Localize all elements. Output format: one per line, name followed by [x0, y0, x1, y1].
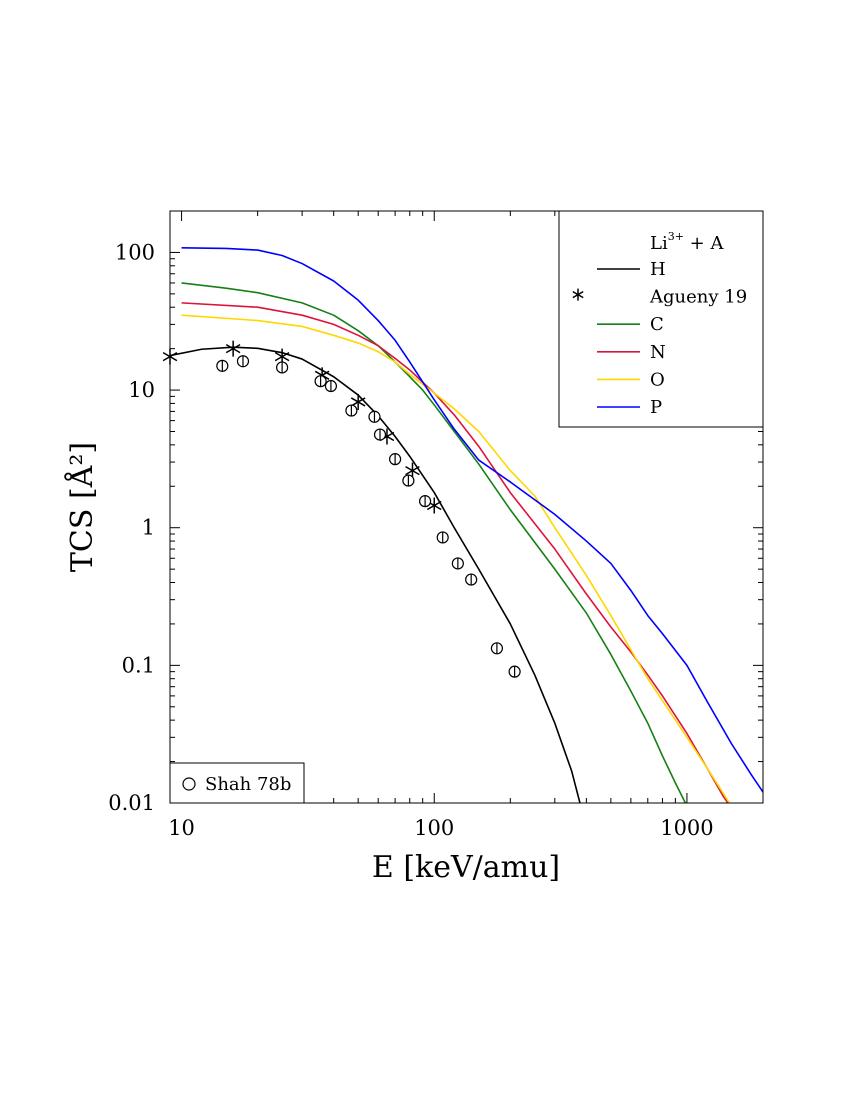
legend-label: P	[650, 397, 662, 418]
inset-legend-box	[169, 762, 305, 804]
data-point-agueny-19	[225, 340, 241, 357]
y-axis-title: TCS [Å²]	[64, 442, 100, 572]
data-point-agueny-19	[350, 393, 366, 410]
data-point-shah-78b	[216, 359, 229, 372]
data-point-shah-78b	[451, 557, 464, 570]
plot-frame	[169, 210, 764, 804]
data-point-shah-78b	[436, 531, 449, 544]
inset-legend-circle-marker	[182, 777, 196, 791]
data-point-shah-78b	[276, 361, 289, 374]
data-point-shah-78b	[314, 375, 327, 388]
series-line-c	[181, 282, 687, 803]
x-tick-label: 1000	[660, 816, 713, 840]
legend-label: Agueny 19	[649, 287, 747, 308]
data-point-shah-78b	[368, 410, 381, 423]
inset-legend-label: Shah 78b	[205, 774, 291, 795]
legend-title: Li3+ + A	[650, 230, 724, 254]
legend-box	[558, 210, 764, 428]
data-point-shah-78b	[465, 573, 478, 586]
y-tick-label: 100	[115, 240, 155, 264]
data-point-shah-78b	[373, 428, 387, 441]
legend-title-main: Li	[650, 233, 668, 254]
series-line-p	[181, 247, 763, 793]
legend-item-c: C	[597, 314, 664, 335]
legend-title-sup: 3+	[668, 230, 684, 243]
data-point-shah-78b	[418, 495, 432, 508]
series-line-o	[181, 314, 731, 803]
data-point-shah-78b	[490, 642, 504, 655]
legend-marker-star	[572, 288, 584, 301]
data-point-shah-78b	[508, 665, 521, 678]
legend-label: N	[650, 342, 666, 363]
marker-layer	[162, 340, 521, 678]
data-point-shah-78b	[324, 379, 338, 393]
legend-item-o: O	[597, 369, 665, 390]
legend-title-rest: + A	[684, 233, 725, 254]
legend-item-n: N	[597, 342, 666, 363]
tick-labels: 10 100 1000 0.01 0.1 1 10 100	[108, 240, 713, 840]
x-tick-label: 10	[168, 816, 195, 840]
x-tick-label: 100	[414, 816, 454, 840]
legend-label: O	[650, 369, 665, 390]
y-tick-label: 1	[142, 516, 155, 540]
data-point-shah-78b	[402, 474, 415, 487]
data-point-shah-78b	[236, 355, 250, 368]
legend-item-h: H	[597, 259, 666, 280]
series-layer	[170, 247, 763, 803]
y-tick-label: 0.01	[108, 791, 155, 815]
series-line-h	[170, 346, 581, 803]
legend-item-agueny-19: Agueny 19	[572, 287, 747, 308]
data-point-shah-78b	[389, 453, 402, 466]
y-tick-label: 0.1	[122, 653, 155, 677]
series-line-n	[181, 302, 729, 803]
data-point-agueny-19	[405, 462, 420, 479]
data-point-shah-78b	[345, 404, 358, 417]
legend-label: C	[650, 314, 664, 335]
legend-item-p: P	[597, 397, 662, 418]
x-axis-title: E [keV/amu]	[372, 850, 560, 885]
legend-label: H	[650, 259, 666, 280]
inset-legend: Shah 78b	[169, 762, 305, 804]
y-tick-label: 10	[128, 378, 155, 402]
